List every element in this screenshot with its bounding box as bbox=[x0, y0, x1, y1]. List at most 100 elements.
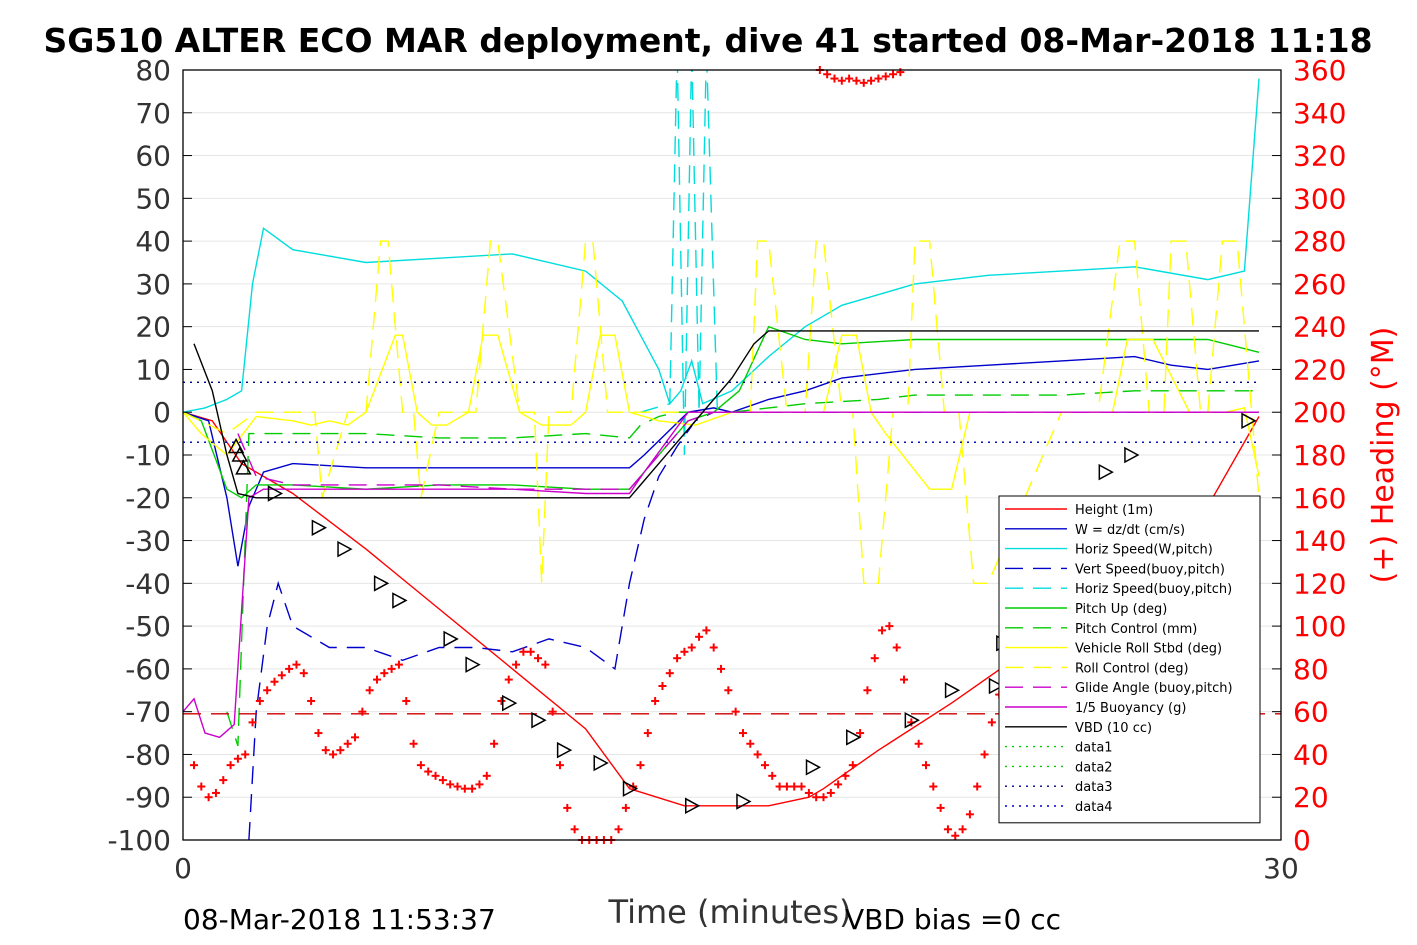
heading-point-107 bbox=[973, 782, 982, 791]
heading-point-73 bbox=[724, 686, 733, 695]
y2-tick-label-1: 340 bbox=[1293, 97, 1346, 130]
heading-point-31 bbox=[416, 761, 425, 770]
heading-point-64 bbox=[658, 682, 667, 690]
heading-point-76 bbox=[746, 739, 755, 748]
y2-tick-label-12: 120 bbox=[1293, 567, 1346, 600]
y-tick-label-9: -10 bbox=[125, 439, 171, 472]
y2-tick-label-5: 260 bbox=[1293, 268, 1346, 301]
heading-point-25 bbox=[372, 675, 381, 684]
heading-point-9 bbox=[255, 696, 264, 705]
heading-top-point-9 bbox=[881, 72, 890, 81]
legend-box bbox=[998, 495, 1261, 824]
heading-point-48 bbox=[541, 660, 550, 669]
y-tick-label-8: 0 bbox=[153, 396, 171, 429]
heading-point-80 bbox=[775, 782, 784, 791]
y2-tick-label-18: 0 bbox=[1293, 824, 1311, 857]
legend-label-2: Horiz Speed(W,pitch) bbox=[1075, 543, 1213, 558]
heading-top-point-7 bbox=[867, 76, 876, 85]
chart-title: SG510 ALTER ECO MAR deployment, dive 41 … bbox=[43, 21, 1372, 60]
heading-point-36 bbox=[453, 782, 462, 791]
heading-point-108 bbox=[980, 750, 989, 759]
heading-point-16 bbox=[307, 696, 316, 705]
heading-point-68 bbox=[687, 643, 696, 652]
heading-point-13 bbox=[285, 664, 294, 673]
heading-point-40 bbox=[482, 771, 491, 780]
y-tick-label-17: -90 bbox=[125, 781, 171, 814]
heading-point-81 bbox=[782, 782, 791, 791]
depth-marker-right-1 bbox=[311, 519, 328, 536]
series-line-8 bbox=[183, 240, 1260, 584]
heading-point-66 bbox=[673, 654, 682, 663]
depth-marker-up-0 bbox=[227, 437, 245, 454]
legend-label-10: 1/5 Buoyancy (g) bbox=[1075, 701, 1186, 716]
y-tick-label-6: 20 bbox=[135, 311, 171, 344]
y2-tick-label-4: 280 bbox=[1293, 225, 1346, 258]
heading-point-59 bbox=[621, 803, 630, 812]
depth-marker-right-15 bbox=[846, 729, 862, 746]
legend-label-5: Pitch Up (deg) bbox=[1075, 602, 1167, 617]
heading-point-109 bbox=[987, 718, 996, 727]
heading-point-39 bbox=[475, 780, 484, 789]
heading-point-75 bbox=[738, 729, 747, 738]
legend-label-6: Pitch Control (mm) bbox=[1075, 622, 1197, 637]
legend-label-8: Roll Control (deg) bbox=[1075, 661, 1189, 676]
heading-point-17 bbox=[314, 729, 323, 738]
heading-point-105 bbox=[958, 825, 967, 834]
y-tick-label-10: -20 bbox=[125, 482, 171, 515]
heading-point-91 bbox=[856, 729, 865, 738]
series-group bbox=[183, 70, 1281, 840]
heading-point-50 bbox=[555, 761, 564, 770]
heading-point-89 bbox=[841, 771, 850, 780]
heading-point-22 bbox=[351, 733, 360, 742]
axes-group: 80706050403020100-10-20-30-40-50-60-70-8… bbox=[107, 54, 1346, 885]
heading-point-99 bbox=[914, 739, 923, 748]
heading-point-71 bbox=[709, 643, 718, 652]
series-line-11 bbox=[193, 330, 1259, 499]
heading-point-62 bbox=[643, 729, 652, 738]
heading-point-78 bbox=[760, 761, 769, 770]
y2-tick-label-16: 40 bbox=[1293, 738, 1329, 771]
heading-point-6 bbox=[233, 754, 242, 763]
heading-point-103 bbox=[943, 825, 952, 834]
heading-point-97 bbox=[900, 675, 909, 684]
heading-point-63 bbox=[651, 696, 660, 705]
depth-marker-right-4 bbox=[392, 592, 408, 609]
heading-point-32 bbox=[424, 767, 433, 776]
heading-point-74 bbox=[731, 707, 740, 716]
heading-point-21 bbox=[343, 739, 352, 748]
heading-point-27 bbox=[387, 664, 396, 673]
heading-point-102 bbox=[936, 803, 945, 812]
heading-point-88 bbox=[834, 780, 843, 789]
heading-point-4 bbox=[219, 776, 228, 785]
y-tick-label-4: 40 bbox=[135, 225, 171, 258]
depth-marker-right-21 bbox=[1098, 463, 1114, 481]
depth-marker-right-3 bbox=[373, 575, 390, 592]
y2-tick-label-8: 200 bbox=[1293, 396, 1346, 429]
y-tick-label-3: 50 bbox=[135, 182, 171, 215]
heading-point-106 bbox=[965, 810, 974, 819]
heading-point-3 bbox=[211, 788, 220, 797]
heading-point-0 bbox=[189, 761, 198, 770]
y2-tick-label-10: 160 bbox=[1293, 482, 1346, 515]
y-tick-label-5: 30 bbox=[135, 268, 171, 301]
heading-point-18 bbox=[321, 746, 330, 755]
y-tick-label-13: -50 bbox=[125, 610, 171, 643]
heading-point-67 bbox=[680, 647, 689, 656]
heading-point-47 bbox=[534, 654, 543, 663]
y2-tick-label-9: 180 bbox=[1293, 439, 1346, 472]
legend-label-4: Horiz Speed(buoy,pitch) bbox=[1075, 582, 1232, 597]
y2-tick-label-15: 60 bbox=[1293, 696, 1329, 729]
depth-marker-right-22 bbox=[1124, 446, 1140, 464]
y-tick-label-11: -30 bbox=[125, 525, 171, 558]
x-axis-label: Time (minutes) bbox=[608, 893, 852, 931]
heading-point-38 bbox=[468, 784, 477, 793]
heading-point-83 bbox=[797, 782, 806, 791]
heading-top-point-2 bbox=[830, 74, 839, 83]
heading-top-point-5 bbox=[852, 76, 861, 85]
legend-label-9: Glide Angle (buoy,pitch) bbox=[1075, 681, 1233, 696]
heading-point-33 bbox=[431, 771, 440, 780]
depth-marker-right-23 bbox=[1241, 412, 1257, 430]
y2-tick-label-13: 100 bbox=[1293, 610, 1346, 643]
heading-top-point-6 bbox=[859, 78, 868, 87]
heading-point-23 bbox=[358, 707, 367, 716]
